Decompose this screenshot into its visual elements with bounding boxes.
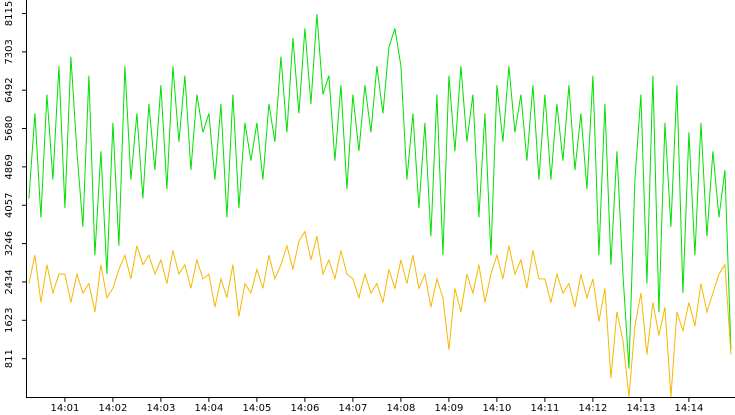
- x-tick-label: 14:05: [242, 403, 271, 414]
- x-tick-label: 14:10: [482, 403, 511, 414]
- y-tick-label: 1623: [4, 308, 15, 333]
- y-tick-label: 4057: [4, 193, 15, 218]
- y-tick-label: 8115: [4, 1, 15, 26]
- x-tick-label: 14:04: [194, 403, 223, 414]
- x-tick-label: 14:14: [675, 403, 704, 414]
- x-tick-label: 14:01: [50, 403, 79, 414]
- y-tick-label: 6492: [4, 77, 15, 102]
- series-line: [28, 14, 732, 369]
- x-tick-label: 14:06: [290, 403, 319, 414]
- y-tick-label: 3246: [4, 231, 15, 256]
- x-tick-label: 14:03: [146, 403, 175, 414]
- y-tick-label: 7303: [4, 39, 15, 64]
- x-tick-label: 14:12: [579, 403, 608, 414]
- x-tick-label: 14:02: [98, 403, 127, 414]
- series-line: [28, 230, 732, 398]
- x-tick-label: 14:13: [627, 403, 656, 414]
- x-tick-label: 14:09: [434, 403, 463, 414]
- x-tick-label: 14:08: [386, 403, 415, 414]
- y-tick-label: 811: [4, 349, 15, 368]
- x-tick-label: 14:07: [338, 403, 367, 414]
- y-tick-label: 4869: [4, 154, 15, 179]
- x-tick-label: 14:11: [531, 403, 560, 414]
- y-tick-label: 5680: [4, 116, 15, 141]
- y-tick-label: 2434: [4, 269, 15, 294]
